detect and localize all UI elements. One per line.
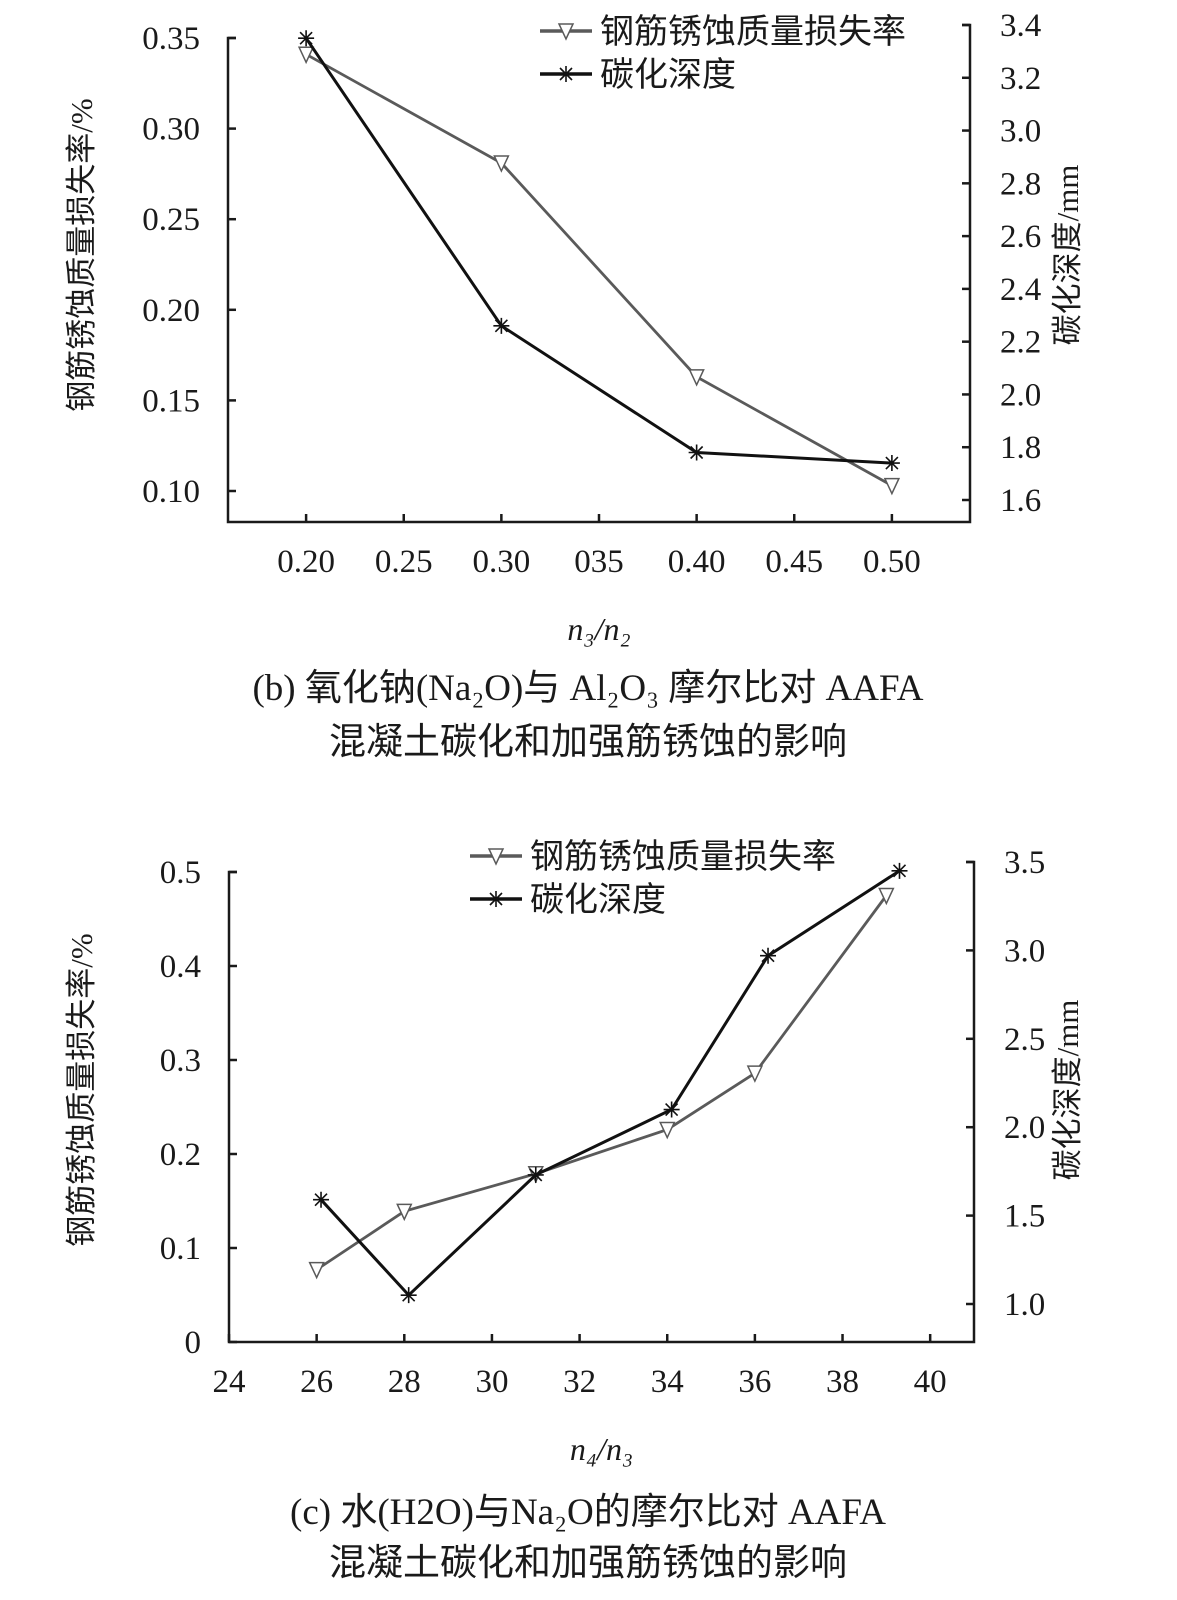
legend-marker bbox=[557, 23, 575, 41]
legend-item: 碳化深度 bbox=[470, 881, 666, 919]
right-tick-label: 1.5 bbox=[1004, 1199, 1045, 1235]
right-tick-label: 3.2 bbox=[1000, 61, 1041, 97]
x-tick-label: 28 bbox=[388, 1364, 421, 1400]
caption-line-2: 混凝土碳化和加强筋锈蚀的影响 bbox=[329, 1542, 847, 1584]
x-tick-label: 36 bbox=[738, 1364, 771, 1400]
caption-line-1: (c) 水(H2O)与Na₂O的摩尔比对 AAFA bbox=[290, 1491, 886, 1533]
chart-b: 0.35 0.30 0.25 0.20 0.15 0.10 3.4 3.2 3.0 2.8 2.6 2… bbox=[64, 8, 1085, 763]
x-tick-label: 38 bbox=[826, 1364, 859, 1400]
legend-item: 钢筋锈蚀质量损失率 bbox=[470, 838, 836, 876]
axes-frame bbox=[227, 860, 976, 1344]
data-point bbox=[659, 1121, 676, 1140]
data-point bbox=[298, 30, 315, 47]
x-tick-label: 40 bbox=[914, 1364, 947, 1400]
right-tick-label: 1.6 bbox=[1000, 483, 1041, 519]
left-tick-label: 0.35 bbox=[142, 21, 200, 57]
data-point bbox=[878, 887, 895, 906]
left-tick-label: 0.15 bbox=[142, 383, 200, 419]
legend-marker bbox=[558, 66, 574, 82]
right-axis-title: 碳化深度/mm bbox=[1050, 1000, 1085, 1181]
x-tick-label: 0.30 bbox=[472, 544, 530, 580]
series-line bbox=[319, 869, 901, 1298]
right-tick-label: 1.8 bbox=[1000, 430, 1041, 466]
right-tick-label: 3.4 bbox=[1000, 8, 1041, 44]
x-tick-label: 0.45 bbox=[765, 544, 823, 580]
right-tick-label: 3.5 bbox=[1004, 845, 1045, 881]
data-point bbox=[883, 455, 900, 472]
series-mass-loss bbox=[308, 887, 895, 1280]
data-point bbox=[688, 369, 705, 387]
x-tick-label: 0.50 bbox=[863, 544, 921, 580]
right-tick-label: 2.2 bbox=[1000, 325, 1041, 361]
x-tick-label: 32 bbox=[563, 1364, 596, 1400]
axes-frame bbox=[226, 23, 972, 524]
series-carbonation-depth bbox=[313, 862, 908, 1304]
left-axis-title: 钢筋锈蚀质量损失率/% bbox=[64, 933, 99, 1246]
data-point bbox=[400, 1287, 417, 1304]
data-point bbox=[308, 1261, 325, 1280]
right-tick-label: 2.4 bbox=[1000, 272, 1041, 308]
x-axis-title: n₃/n₂ bbox=[567, 611, 630, 647]
x-tick-label: 0.40 bbox=[668, 544, 726, 580]
left-tick-label: 0.5 bbox=[160, 855, 201, 891]
legend-label: 碳化深度 bbox=[600, 56, 736, 94]
left-tick-label: 0.25 bbox=[142, 202, 200, 238]
x-tick-label: 34 bbox=[651, 1364, 684, 1400]
right-tick-label: 3.0 bbox=[1004, 933, 1045, 969]
left-tick-label: 0.20 bbox=[142, 293, 200, 329]
left-tick-label: 0.2 bbox=[160, 1137, 201, 1173]
right-tick-label: 2.5 bbox=[1004, 1022, 1045, 1058]
data-point bbox=[760, 947, 777, 964]
data-point bbox=[313, 1191, 330, 1208]
chart-c: 0.5 0.4 0.3 0.2 0.1 0 3.5 3.0 2.5 2.0 1.5 1.0 24 26 28… bbox=[64, 838, 1085, 1584]
right-tick-label: 3.0 bbox=[1000, 114, 1041, 150]
x-tick-label: 24 bbox=[213, 1364, 246, 1400]
right-tick-label: 2.0 bbox=[1004, 1110, 1045, 1146]
right-axis-title: 碳化深度/mm bbox=[1050, 165, 1085, 346]
data-point bbox=[493, 155, 510, 173]
data-point bbox=[527, 1166, 544, 1183]
x-tick-label: 0.20 bbox=[277, 544, 335, 580]
right-tick-label: 2.0 bbox=[1000, 377, 1041, 413]
left-axis-title: 钢筋锈蚀质量损失率/% bbox=[64, 98, 99, 411]
right-tick-label: 2.6 bbox=[1000, 219, 1041, 255]
legend-item: 钢筋锈蚀质量损失率 bbox=[540, 13, 906, 51]
caption-line-1: (b) 氧化钠(Na₂O)与 Al₂O₃ 摩尔比对 AAFA bbox=[252, 667, 923, 709]
data-point bbox=[663, 1101, 680, 1118]
x-axis-title: n₄/n₃ bbox=[570, 1431, 633, 1467]
data-point bbox=[891, 862, 908, 879]
x-tick-label: 30 bbox=[475, 1364, 508, 1400]
series-line bbox=[315, 894, 888, 1271]
left-tick-label: 0.1 bbox=[160, 1231, 201, 1267]
legend-marker bbox=[487, 848, 505, 866]
caption-line-2: 混凝土碳化和加强筋锈蚀的影响 bbox=[329, 721, 847, 763]
right-tick-label: 1.0 bbox=[1004, 1287, 1045, 1323]
legend-item: 碳化深度 bbox=[540, 56, 736, 94]
data-point bbox=[746, 1065, 764, 1083]
data-point bbox=[883, 477, 901, 496]
data-point bbox=[688, 444, 705, 461]
x-tick-label: 0.25 bbox=[375, 544, 433, 580]
legend-label: 碳化深度 bbox=[530, 881, 666, 919]
series-mass-loss bbox=[297, 46, 901, 496]
legend-label: 钢筋锈蚀质量损失率 bbox=[530, 838, 836, 876]
series-line bbox=[305, 53, 893, 487]
left-tick-label: 0.30 bbox=[142, 112, 200, 148]
data-point bbox=[493, 317, 510, 334]
x-tick-label: 035 bbox=[574, 544, 624, 580]
legend-marker bbox=[488, 891, 504, 907]
left-tick-label: 0 bbox=[185, 1325, 202, 1361]
left-tick-label: 0.4 bbox=[160, 949, 201, 985]
right-tick-label: 2.8 bbox=[1000, 166, 1041, 202]
x-tick-label: 26 bbox=[300, 1364, 333, 1400]
series-carbonation-depth bbox=[298, 30, 900, 472]
data-point bbox=[297, 46, 315, 65]
data-point bbox=[396, 1203, 413, 1222]
left-tick-label: 0.3 bbox=[160, 1043, 201, 1079]
series-line bbox=[304, 37, 892, 465]
left-tick-label: 0.10 bbox=[142, 474, 200, 510]
legend-label: 钢筋锈蚀质量损失率 bbox=[600, 13, 906, 51]
